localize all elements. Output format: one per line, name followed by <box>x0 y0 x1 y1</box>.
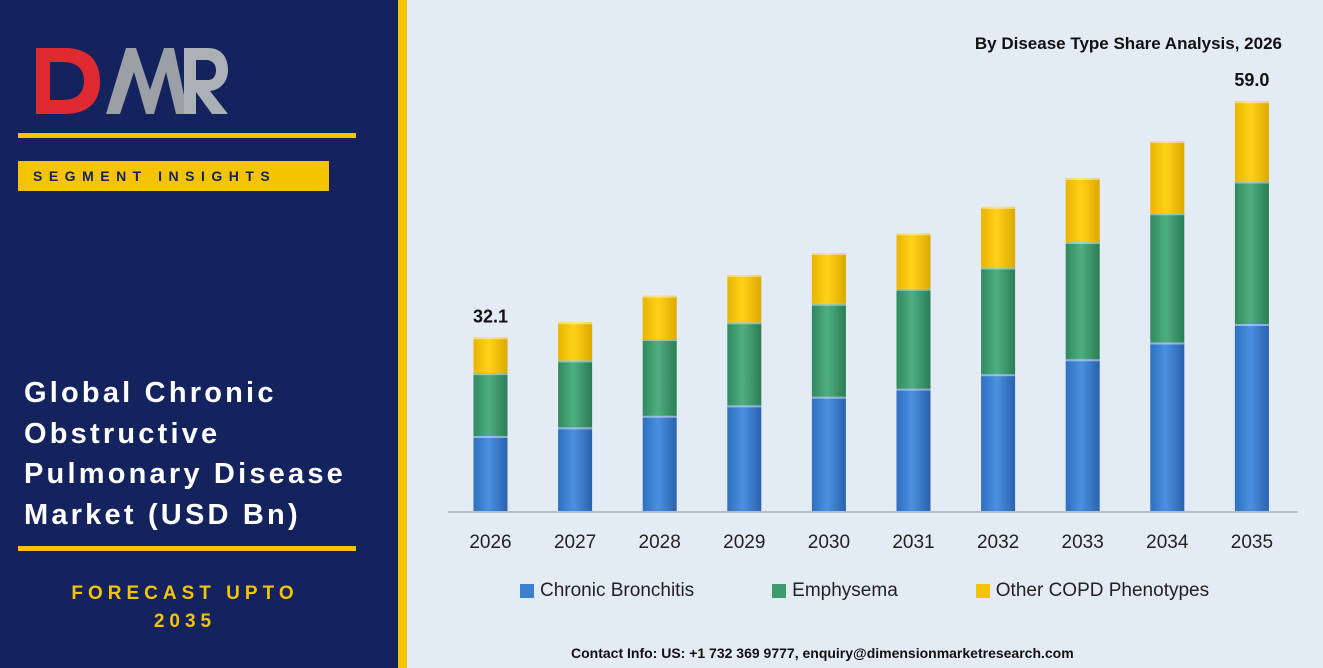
bar-emphysema-2028 <box>642 339 677 416</box>
legend-swatch-icon <box>772 584 787 598</box>
bar-bronchitis-2032 <box>981 374 1016 511</box>
legend-label: Emphysema <box>792 580 898 601</box>
legend-label: Other COPD Phenotypes <box>995 580 1210 601</box>
bar-other-2028 <box>642 295 677 340</box>
bar-emphysema-2033 <box>1065 242 1100 360</box>
bar-other-2031 <box>896 233 931 289</box>
bar-other-2027 <box>558 322 593 361</box>
x-tick-label: 2026 <box>469 532 511 553</box>
bar-bronchitis-2033 <box>1065 359 1100 511</box>
bar-emphysema-2031 <box>896 288 931 389</box>
bar-other-2026 <box>473 337 508 374</box>
gold-rule-top <box>18 133 356 138</box>
x-tick-label: 2032 <box>977 532 1019 553</box>
legend-label: Chronic Bronchitis <box>540 580 695 601</box>
x-tick-label: 2031 <box>892 532 934 553</box>
x-tick-label: 2027 <box>554 532 596 553</box>
bar-other-2032 <box>981 206 1016 268</box>
bar-emphysema-2029 <box>727 322 762 406</box>
x-tick-label: 2028 <box>639 532 681 553</box>
bar-emphysema-2030 <box>811 303 846 397</box>
bar-bronchitis-2028 <box>642 415 677 511</box>
gold-divider <box>398 0 407 668</box>
bar-emphysema-2032 <box>981 267 1016 375</box>
contact-info: Contact Info: US: +1 732 369 9777, enqui… <box>571 645 1074 661</box>
bar-emphysema-2026 <box>473 373 508 436</box>
x-tick-label: 2029 <box>723 532 765 553</box>
data-label-total: 59.0 <box>1234 70 1269 90</box>
bar-bronchitis-2031 <box>896 388 931 511</box>
bar-bronchitis-2026 <box>473 435 508 511</box>
forecast-label: FORECAST UPTO 2035 <box>71 583 299 632</box>
bar-other-2030 <box>811 253 846 304</box>
dmr-logo <box>36 48 228 114</box>
bar-other-2033 <box>1065 177 1100 243</box>
bar-other-2029 <box>727 274 762 323</box>
data-label-total: 32.1 <box>473 306 508 326</box>
bar-bronchitis-2027 <box>558 427 593 511</box>
sidebar-panel: SEGMENT INSIGHTS Global Chronic Obstruct… <box>0 0 398 668</box>
x-tick-label: 2030 <box>808 532 850 553</box>
bar-bronchitis-2029 <box>727 405 762 511</box>
bar-other-2034 <box>1150 141 1185 214</box>
x-tick-label: 2033 <box>1062 532 1104 553</box>
bar-emphysema-2034 <box>1150 213 1185 343</box>
legend-swatch-icon <box>975 584 990 598</box>
x-tick-label: 2034 <box>1146 532 1189 553</box>
bar-bronchitis-2035 <box>1234 324 1269 511</box>
gold-rule-bottom <box>18 546 356 551</box>
chart-title: By Disease Type Share Analysis, 2026 <box>974 34 1282 53</box>
segment-insights-badge: SEGMENT INSIGHTS <box>18 161 329 191</box>
legend-item-other-copd-phenotypes: Other COPD Phenotypes <box>975 580 1210 602</box>
bar-emphysema-2035 <box>1234 181 1269 325</box>
legend-item-chronic-bronchitis: Chronic Bronchitis <box>520 580 694 602</box>
page-title: Global Chronic Obstructive Pulmonary Dis… <box>24 377 346 531</box>
legend-swatch-icon <box>520 584 534 598</box>
legend-item-emphysema: Emphysema <box>772 580 898 602</box>
bar-bronchitis-2034 <box>1150 342 1185 511</box>
legend: Chronic Bronchitis Emphysema Other COPD … <box>520 580 1209 602</box>
x-tick-label: 2035 <box>1231 532 1273 553</box>
bar-other-2035 <box>1234 101 1269 182</box>
bar-bronchitis-2030 <box>811 396 846 511</box>
bar-emphysema-2027 <box>558 360 593 428</box>
